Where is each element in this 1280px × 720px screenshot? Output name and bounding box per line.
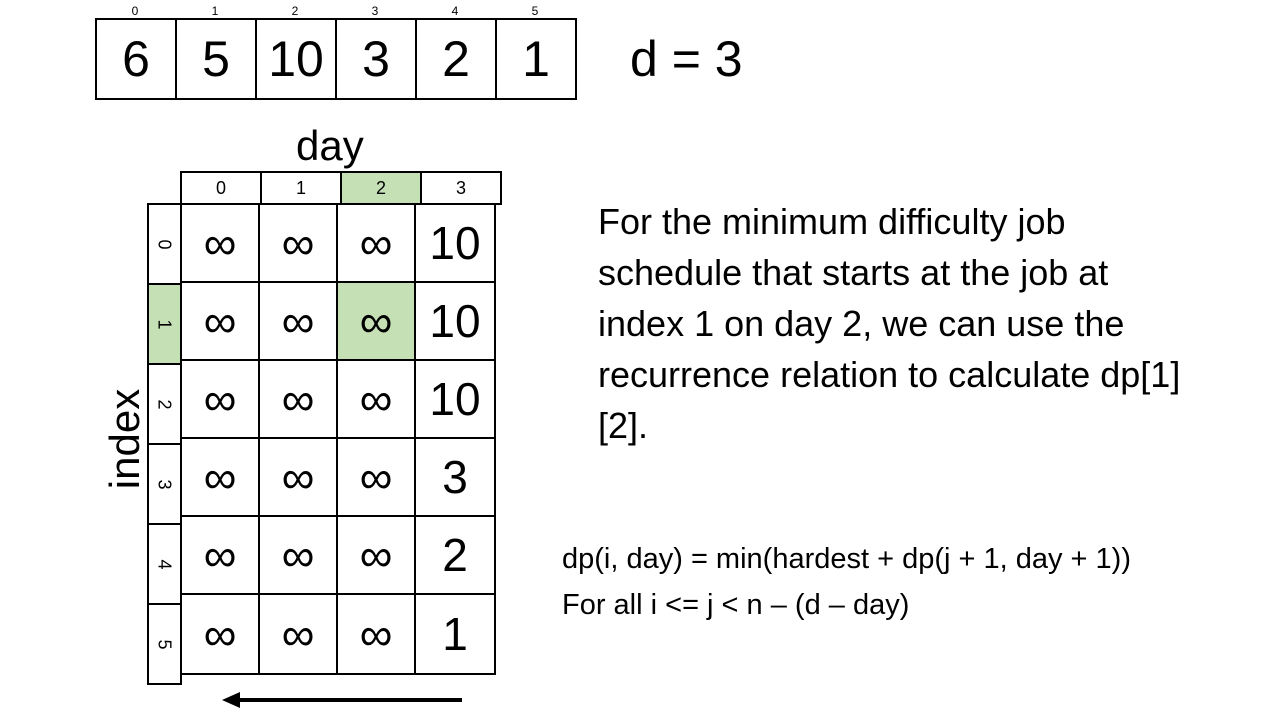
array-index: 3 <box>371 4 379 18</box>
array-index: 2 <box>291 4 299 18</box>
dp-cell: ∞ <box>338 517 416 595</box>
dp-cell: ∞ <box>260 439 338 517</box>
d-value-label: d = 3 <box>630 31 743 87</box>
day-header-cell: 0 <box>182 173 262 203</box>
dp-cell: ∞ <box>260 283 338 361</box>
array-cell: 3 <box>337 20 417 98</box>
day-header-cell: 1 <box>262 173 342 203</box>
index-header-cell: 3 <box>149 445 180 525</box>
dp-cell: ∞ <box>338 595 416 673</box>
index-axis-title: index <box>101 388 148 490</box>
description-text: For the minimum difficulty job schedule … <box>598 201 1181 446</box>
dp-cell: ∞ <box>182 205 260 283</box>
array-cell: 2 <box>417 20 497 98</box>
dp-table: ∞ ∞ ∞ 10 ∞ ∞ ∞ 10 ∞ ∞ ∞ 10 ∞ ∞ ∞ 3 ∞ ∞ ∞… <box>180 203 496 675</box>
dp-cell: ∞ <box>182 361 260 439</box>
recurrence-formula: dp(i, day) = min(hardest + dp(j + 1, day… <box>562 536 1131 628</box>
dp-cell: 2 <box>416 517 494 595</box>
dp-cell: 1 <box>442 608 468 660</box>
index-header-cell: 2 <box>149 365 180 445</box>
array-index: 0 <box>131 4 139 18</box>
job-difficulty-array: 6 5 10 3 2 1 <box>95 18 577 100</box>
array-cell: 6 <box>97 20 177 98</box>
dp-cell: 3 <box>416 439 494 517</box>
dp-cell-highlighted: ∞ <box>338 283 416 361</box>
dp-cell: ∞ <box>182 283 260 361</box>
day-header-cell-highlighted: 2 <box>342 173 422 203</box>
dp-cell: ∞ <box>260 205 338 283</box>
formula-line: dp(i, day) = min(hardest + dp(j + 1, day… <box>562 543 1131 575</box>
day-axis-title: day <box>296 122 364 169</box>
dp-cell: 10 <box>416 361 494 439</box>
dp-cell: ∞ <box>182 439 260 517</box>
array-cell: 1 <box>522 31 550 87</box>
dp-cell: ∞ <box>260 595 338 673</box>
index-header-column: 0 1 2 3 4 5 <box>147 203 182 685</box>
index-header-cell: 4 <box>149 525 180 605</box>
dp-cell: ∞ <box>182 595 260 673</box>
day-header-row: 0 1 2 3 <box>180 171 502 205</box>
dp-cell: ∞ <box>260 517 338 595</box>
dp-cell: 10 <box>416 283 494 361</box>
index-header-cell: 0 <box>149 205 180 285</box>
array-cell: 10 <box>257 20 337 98</box>
array-index: 4 <box>451 4 459 18</box>
array-cell: 5 <box>177 20 257 98</box>
day-header-cell: 3 <box>455 177 466 198</box>
dp-cell: ∞ <box>182 517 260 595</box>
dp-cell: ∞ <box>338 361 416 439</box>
formula-line: For all i <= j < n – (d – day) <box>562 589 910 621</box>
dp-cell: ∞ <box>338 439 416 517</box>
dp-cell: ∞ <box>260 361 338 439</box>
dp-cell: 10 <box>416 205 494 283</box>
index-header-cell: 5 <box>154 638 175 650</box>
array-index: 5 <box>531 4 539 18</box>
dp-cell: ∞ <box>338 205 416 283</box>
left-arrow-icon <box>222 692 462 708</box>
array-index: 1 <box>211 4 219 18</box>
index-header-cell-highlighted: 1 <box>149 285 180 365</box>
